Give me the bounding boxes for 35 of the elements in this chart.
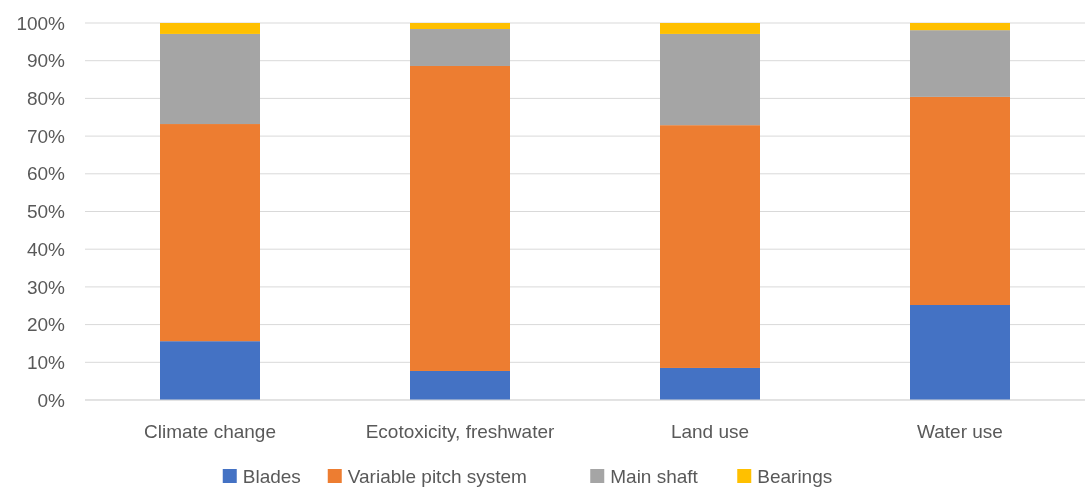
y-tick-label: 0%	[37, 389, 66, 411]
legend-label: Blades	[242, 466, 301, 487]
x-tick-label: Ecotoxicity, freshwater	[365, 421, 555, 442]
bar	[910, 30, 1010, 97]
x-tick-label: Land use	[670, 421, 750, 442]
bar	[910, 23, 1010, 31]
legend-label: Main shaft	[610, 466, 699, 487]
bar	[660, 125, 760, 368]
bar	[660, 23, 760, 34]
bar	[160, 23, 260, 34]
bar	[160, 124, 260, 342]
y-tick-label: 80%	[26, 88, 66, 110]
y-tick-label: 10%	[26, 351, 66, 373]
x-tick-label: Climate change	[143, 421, 277, 442]
legend-label: Variable pitch system	[347, 466, 527, 487]
bar	[410, 29, 510, 66]
bar	[910, 305, 1010, 400]
bar	[660, 33, 760, 126]
y-tick-label: 100%	[16, 12, 66, 34]
x-tick-label: Water use	[917, 421, 1003, 442]
y-tick-label: 20%	[26, 314, 66, 336]
bar	[410, 23, 510, 30]
bar	[660, 367, 760, 400]
y-tick-label: 60%	[26, 163, 66, 185]
bar	[910, 96, 1010, 305]
y-tick-label: 40%	[26, 238, 66, 260]
y-tick-label: 30%	[26, 276, 66, 298]
y-tick-label: 50%	[26, 201, 66, 223]
y-tick-label: 90%	[26, 50, 66, 72]
y-tick-label: 70%	[26, 125, 66, 147]
bar	[410, 370, 510, 400]
legend-label: Bearings	[757, 466, 833, 487]
bar	[160, 33, 260, 125]
bar	[410, 65, 510, 371]
bar	[160, 341, 260, 400]
